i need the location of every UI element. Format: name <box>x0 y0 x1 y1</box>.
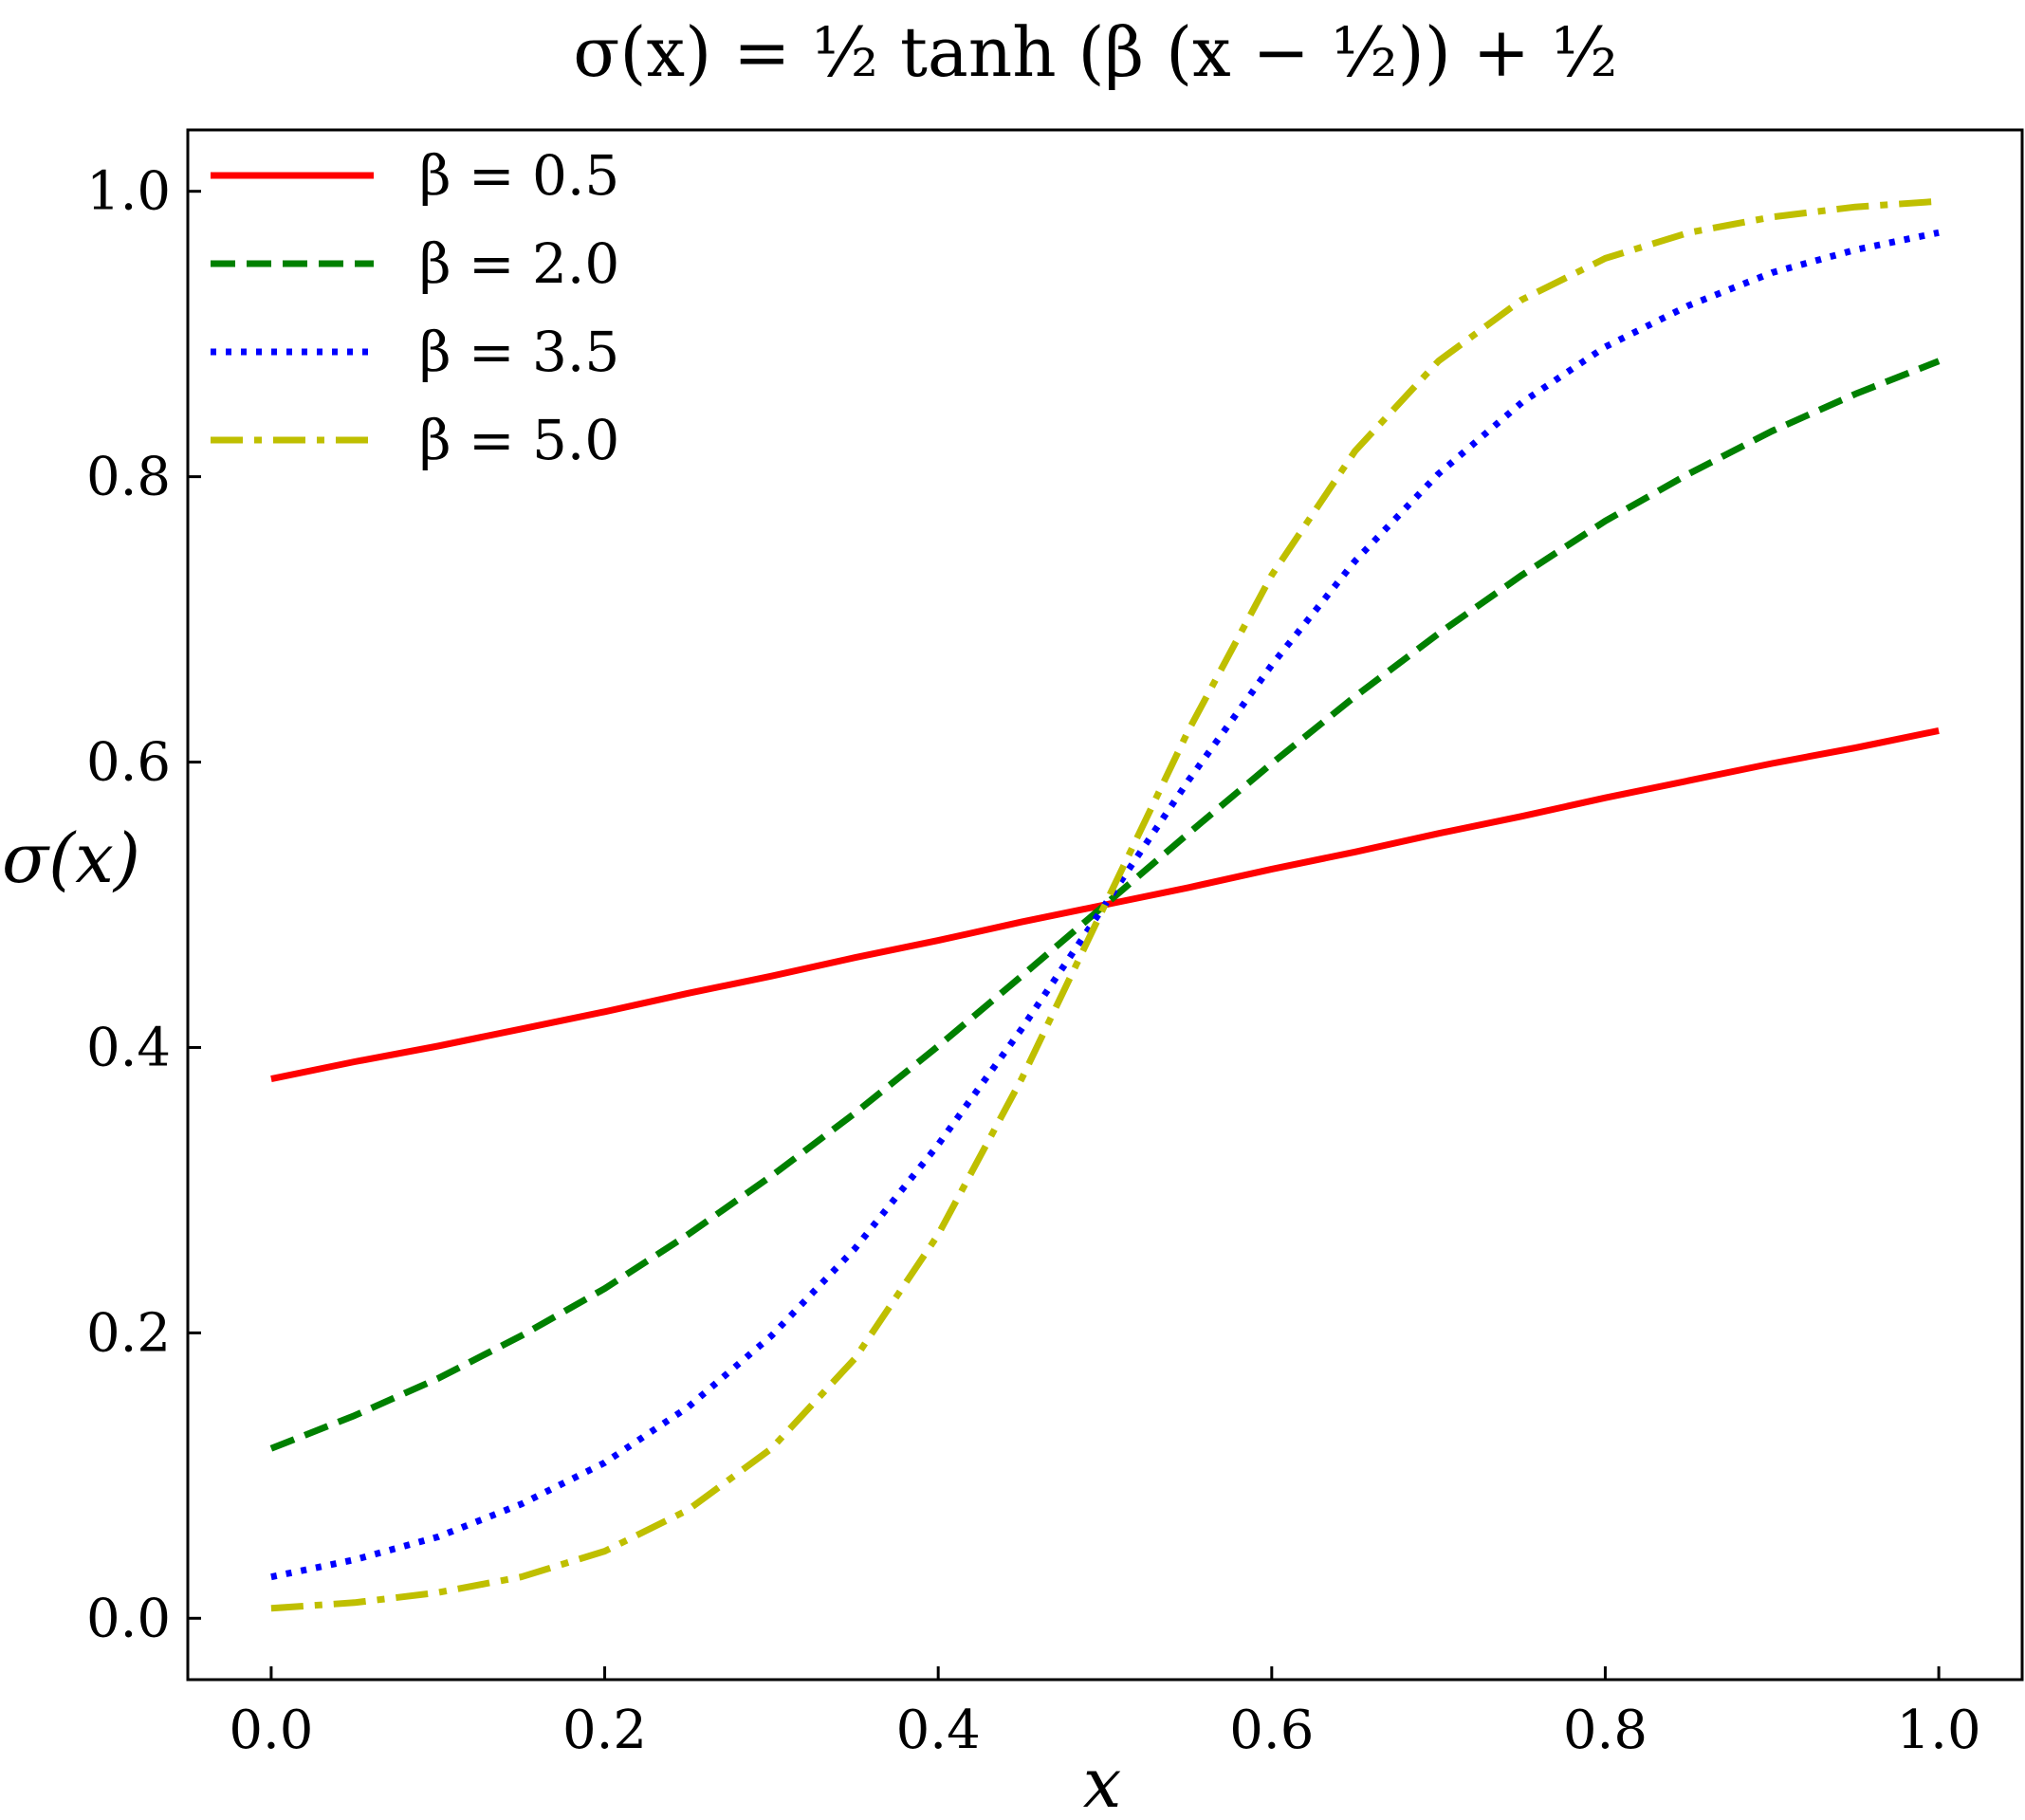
x-tick-label: 0.8 <box>1563 1700 1648 1761</box>
x-axis-ticks: 0.0 0.2 0.4 0.6 0.8 1.0 <box>229 1666 1981 1761</box>
legend-label-2: β = 2.0 <box>419 231 619 296</box>
y-tick-label: 0.6 <box>86 732 171 794</box>
series-line-2 <box>269 358 1941 1452</box>
x-tick-label: 0.0 <box>229 1700 313 1761</box>
plot-area-frame <box>186 128 2024 1682</box>
x-tick-label: 0.6 <box>1229 1700 1314 1761</box>
y-tick-label: 0.4 <box>86 1017 171 1078</box>
series-lines <box>269 197 1941 1612</box>
series-line-4 <box>270 197 1940 1612</box>
legend-label-3: β = 3.5 <box>419 320 619 384</box>
legend-label-4: β = 5.0 <box>419 408 619 472</box>
x-tick-label: 1.0 <box>1897 1700 1981 1761</box>
y-axis-ticks: 0.0 0.2 0.4 0.6 0.8 1.0 <box>86 161 201 1649</box>
x-tick-label: 0.4 <box>896 1700 981 1761</box>
y-tick-label: 0.8 <box>86 447 171 508</box>
y-tick-label: 0.2 <box>86 1302 171 1364</box>
chart-title: σ(x) = ½ tanh (β (x − ½)) + ½ <box>573 12 1617 92</box>
legend-label-1: β = 0.5 <box>419 143 619 208</box>
x-axis-label: x <box>1083 1743 1122 1820</box>
y-tick-label: 1.0 <box>86 161 171 223</box>
legend: β = 0.5 β = 2.0 β = 3.5 β = 5.0 <box>211 143 619 472</box>
y-tick-label: 0.0 <box>86 1588 171 1649</box>
y-axis-label: σ(x) <box>2 818 140 898</box>
x-tick-label: 0.2 <box>562 1700 647 1761</box>
